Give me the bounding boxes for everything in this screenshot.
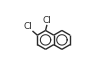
Text: Cl: Cl — [43, 15, 52, 24]
Text: Cl: Cl — [23, 22, 32, 31]
